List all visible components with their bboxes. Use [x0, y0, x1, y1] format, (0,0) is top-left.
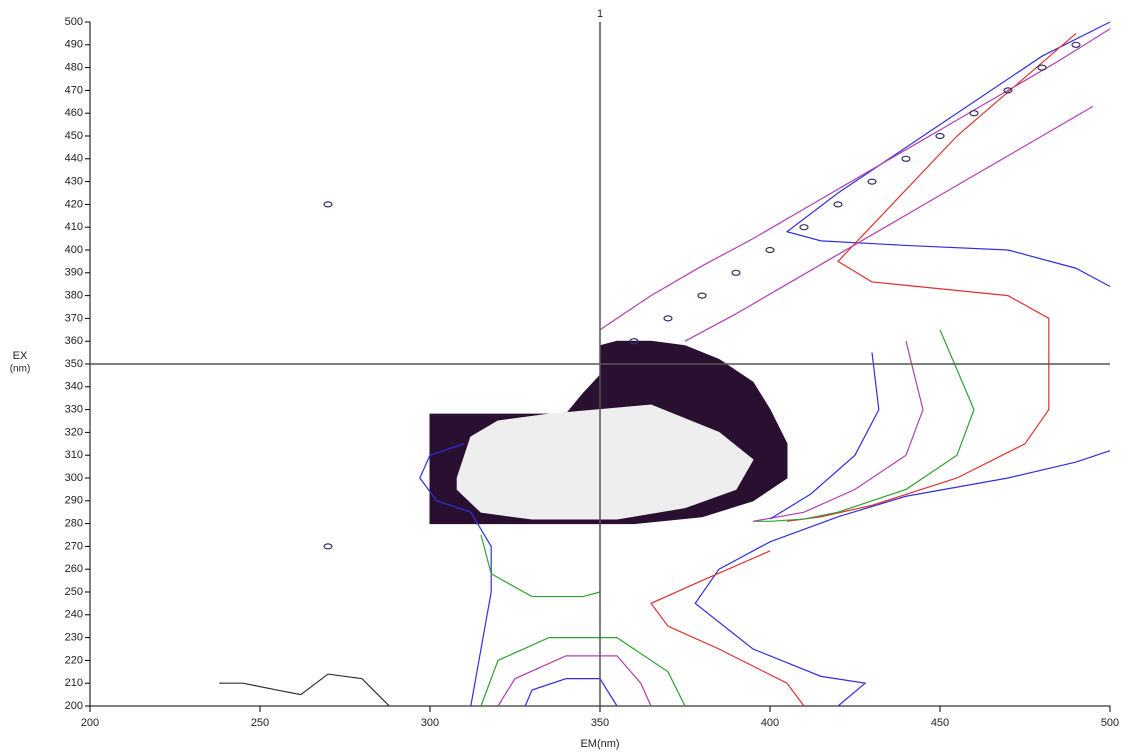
y-tick-label: 280: [65, 518, 83, 530]
y-tick-label: 400: [65, 244, 83, 256]
y-tick-label: 420: [65, 198, 83, 210]
contour-line: [650, 550, 805, 707]
y-tick-label: 210: [65, 677, 83, 689]
y-tick-label: 480: [65, 62, 83, 74]
filled-region: [456, 404, 754, 520]
y-tick-label: 220: [65, 654, 83, 666]
y-tick-label: 310: [65, 449, 83, 461]
contour-line: [753, 329, 975, 522]
x-tick-label: 400: [761, 717, 779, 729]
spot: [1037, 64, 1047, 71]
contour-line: [599, 28, 1111, 331]
spot: [1071, 41, 1081, 48]
spot: [323, 201, 333, 208]
y-tick-label: 200: [65, 700, 83, 712]
spot: [731, 269, 741, 276]
y-axis-label: EX: [13, 350, 28, 362]
y-tick-label: 240: [65, 609, 83, 621]
y-tick-label: 260: [65, 563, 83, 575]
y-tick-label: 440: [65, 153, 83, 165]
contour-line: [769, 352, 880, 520]
y-tick-label: 390: [65, 267, 83, 279]
y-tick-label: 360: [65, 335, 83, 347]
y-tick-label: 320: [65, 426, 83, 438]
spot: [901, 155, 911, 162]
y-tick-label: 290: [65, 495, 83, 507]
x-tick-label: 350: [591, 717, 609, 729]
x-tick-label: 450: [931, 717, 949, 729]
spot: [1003, 87, 1013, 94]
y-tick-label: 250: [65, 586, 83, 598]
contour-line: [219, 673, 390, 707]
spot: [799, 224, 809, 231]
y-tick-label: 300: [65, 472, 83, 484]
cursor-label: 1: [597, 8, 603, 20]
x-tick-label: 500: [1101, 717, 1119, 729]
y-tick-label: 380: [65, 290, 83, 302]
contour-line: [480, 534, 601, 598]
spot: [697, 292, 707, 299]
contour-line: [497, 655, 652, 707]
contour-line: [419, 443, 492, 707]
contour-line: [684, 105, 1094, 342]
y-tick-label: 370: [65, 312, 83, 324]
spot: [765, 246, 775, 254]
spot: [833, 201, 843, 208]
spot: [969, 110, 979, 117]
y-tick-label: 470: [65, 84, 83, 96]
x-axis-label: EM(nm): [580, 738, 619, 750]
y-tick-label: 270: [65, 540, 83, 552]
y-axis-unit: (nm): [10, 364, 31, 375]
y-tick-label: 330: [65, 404, 83, 416]
contour-line: [524, 678, 618, 707]
y-tick-label: 430: [65, 176, 83, 188]
x-tick-label: 250: [251, 717, 269, 729]
contour-line: [694, 450, 1111, 707]
y-tick-label: 500: [65, 16, 83, 28]
y-tick-label: 450: [65, 130, 83, 142]
y-tick-label: 410: [65, 221, 83, 233]
y-tick-label: 340: [65, 381, 83, 393]
spot: [629, 338, 639, 345]
spot: [867, 178, 877, 185]
spot: [323, 543, 333, 550]
y-tick-label: 460: [65, 107, 83, 119]
spot: [935, 132, 945, 140]
contour-line: [786, 32, 1077, 522]
spot: [663, 315, 673, 322]
y-tick-label: 490: [65, 39, 83, 51]
y-tick-label: 350: [65, 358, 83, 370]
x-tick-label: 300: [421, 717, 439, 729]
contour-line: [785, 21, 1111, 288]
contour-line: [752, 341, 924, 522]
contour-line: [480, 637, 686, 707]
x-tick-label: 200: [81, 717, 99, 729]
y-tick-label: 230: [65, 632, 83, 644]
